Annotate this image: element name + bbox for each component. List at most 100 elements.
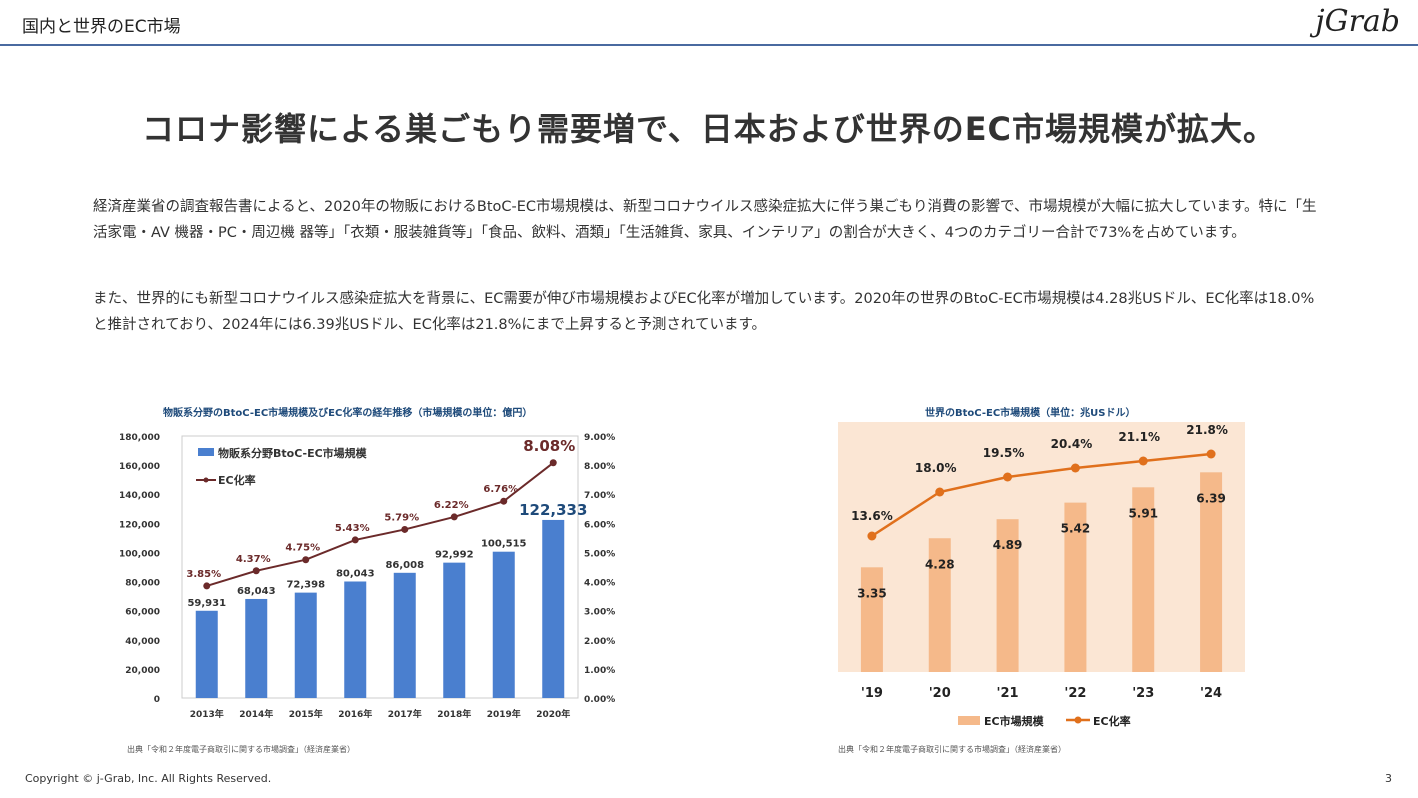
chart1-x-tick: 2017年 bbox=[388, 708, 422, 720]
chart2-line-label: 18.0% bbox=[915, 461, 957, 475]
chart1-line-label: 6.22% bbox=[434, 500, 469, 511]
chart1-x-tick: 2019年 bbox=[487, 708, 521, 720]
chart2-bar bbox=[996, 519, 1019, 672]
chart1-line-label: 6.76% bbox=[483, 484, 518, 495]
chart2-x-tick: '23 bbox=[1132, 686, 1154, 701]
copyright: Copyright © j-Grab, Inc. All Rights Rese… bbox=[25, 772, 272, 785]
chart1-legend-bar: 物販系分野BtoC-EC市場規模 bbox=[218, 446, 368, 460]
chart1-y-tick: 100,000 bbox=[119, 549, 160, 559]
chart2-source: 出典「令和２年度電子商取引に関する市場調査」（経済産業省） bbox=[838, 745, 1066, 754]
chart2-bar-label: 3.35 bbox=[857, 586, 887, 600]
chart1-x-tick: 2020年 bbox=[536, 708, 570, 720]
chart1-legend-line: EC化率 bbox=[218, 473, 256, 487]
chart2-bar-label: 5.42 bbox=[1061, 522, 1091, 536]
chart2-line-point bbox=[1070, 463, 1080, 473]
chart1-x-tick: 2015年 bbox=[289, 708, 323, 720]
chart2-plot-area bbox=[838, 422, 1245, 672]
chart1-line-label: 3.85% bbox=[186, 569, 221, 580]
chart1-legend-line-marker bbox=[203, 477, 209, 483]
chart2-bar bbox=[860, 567, 883, 672]
page-title: コロナ影響による巣ごもり需要増で、日本および世界のEC市場規模が拡大。 bbox=[141, 110, 1277, 148]
chart1-title: 物販系分野のBtoC-EC市場規模及びEC化率の経年推移（市場規模の単位：億円） bbox=[163, 408, 533, 419]
chart1-line-label: 8.08% bbox=[523, 437, 575, 455]
chart1-line-point bbox=[401, 525, 409, 533]
paragraph-domestic: 経済産業省の調査報告書によると、2020年の物販におけるBtoC-EC市場規模は… bbox=[93, 199, 1317, 241]
chart1-line-label: 5.43% bbox=[335, 523, 370, 534]
chart1-y-tick: 180,000 bbox=[119, 433, 160, 443]
chart1-line-label: 4.75% bbox=[285, 543, 320, 554]
chart2-x-tick: '21 bbox=[997, 686, 1019, 701]
chart1-bar-label: 92,992 bbox=[435, 550, 474, 561]
chart2-line-point bbox=[1138, 456, 1148, 466]
chart1-line-point bbox=[203, 582, 211, 590]
chart2-legend-bar: EC市場規模 bbox=[984, 714, 1045, 728]
chart1-bar-label: 59,931 bbox=[187, 598, 226, 609]
chart1-y-tick: 40,000 bbox=[125, 637, 160, 647]
chart2-line-point bbox=[867, 531, 877, 541]
chart1-y2-tick: 5.00% bbox=[584, 549, 615, 559]
chart2-line bbox=[871, 452, 1212, 538]
chart2-x-tick: '19 bbox=[861, 686, 883, 701]
chart1-bar-label: 86,008 bbox=[385, 560, 424, 571]
chart2-line-point bbox=[1206, 449, 1216, 459]
chart1-line-point bbox=[351, 536, 359, 544]
page-number: 3 bbox=[1385, 772, 1392, 785]
chart2-x-tick: '20 bbox=[929, 686, 951, 701]
chart1-bar-label: 68,043 bbox=[237, 586, 276, 597]
chart1-y-tick: 120,000 bbox=[119, 520, 160, 530]
chart1-line-point bbox=[500, 497, 508, 505]
chart2-line-label: 20.4% bbox=[1051, 437, 1093, 451]
chart1-bar-label: 100,515 bbox=[481, 539, 527, 550]
chart2-bar-label: 4.89 bbox=[993, 538, 1023, 552]
chart2-line-label: 21.1% bbox=[1118, 430, 1160, 444]
chart1-y-tick: 140,000 bbox=[119, 491, 160, 501]
chart1-y-tick: 0 bbox=[154, 695, 160, 705]
chart1-line-label: 4.37% bbox=[236, 554, 271, 565]
chart1-y-tick: 80,000 bbox=[125, 579, 160, 589]
chart2-line-label: 13.6% bbox=[851, 509, 893, 523]
chart2-legend-line: EC化率 bbox=[1093, 714, 1131, 728]
chart2-bar bbox=[1132, 487, 1155, 672]
chart1-bar bbox=[393, 572, 416, 698]
chart1-bar bbox=[542, 519, 565, 698]
chart2-bar-label: 6.39 bbox=[1196, 491, 1226, 505]
chart2-bar bbox=[1200, 472, 1223, 672]
chart1-x-tick: 2014年 bbox=[239, 708, 273, 720]
chart1-y2-tick: 7.00% bbox=[584, 491, 615, 501]
chart2-line-point bbox=[935, 487, 945, 497]
chart1-y-tick: 20,000 bbox=[125, 666, 160, 676]
chart1-y-tick: 60,000 bbox=[125, 608, 160, 618]
paragraph-global: また、世界的にも新型コロナウイルス感染症拡大を背景に、EC需要が伸び市場規模およ… bbox=[93, 291, 1315, 333]
chart1-source: 出典「令和２年度電子商取引に関する市場調査」（経済産業省） bbox=[127, 745, 355, 754]
chart2-legend-bar-swatch bbox=[958, 716, 980, 725]
chart2-bar bbox=[928, 538, 951, 672]
chart2-line-point bbox=[1003, 472, 1013, 482]
chart1-x-tick: 2018年 bbox=[437, 708, 471, 720]
chart1-line-point bbox=[302, 556, 310, 564]
chart1-y2-tick: 3.00% bbox=[584, 608, 615, 618]
chart2-title: 世界のBtoC-EC市場規模（単位：兆USドル） bbox=[925, 408, 1136, 419]
chart1-bar-label: 80,043 bbox=[336, 568, 375, 579]
chart1-bar-label: 122,333 bbox=[519, 501, 587, 519]
chart1-y2-tick: 9.00% bbox=[584, 433, 615, 443]
chart1-y-tick: 160,000 bbox=[119, 462, 160, 472]
chart1-bar bbox=[245, 598, 268, 698]
chart1-line bbox=[206, 461, 554, 587]
chart1-bar bbox=[443, 562, 466, 698]
chart1-legend-bar-swatch bbox=[198, 448, 214, 456]
chart2-bar bbox=[1064, 502, 1087, 672]
chart1-line-point bbox=[450, 513, 458, 521]
chart2-legend-line-marker bbox=[1074, 716, 1082, 724]
chart2-bar-label: 4.28 bbox=[925, 557, 955, 571]
chart1-x-tick: 2016年 bbox=[338, 708, 372, 720]
chart2-line-label: 19.5% bbox=[983, 446, 1025, 460]
chart1-bar bbox=[492, 551, 515, 698]
chart1-y2-tick: 0.00% bbox=[584, 695, 615, 705]
section-title: 国内と世界のEC市場 bbox=[22, 17, 181, 37]
chart2-x-tick: '24 bbox=[1200, 686, 1222, 701]
chart1-bar bbox=[294, 592, 317, 698]
chart1-x-tick: 2013年 bbox=[190, 708, 224, 720]
chart1-line-point bbox=[252, 567, 260, 575]
chart1-y2-tick: 1.00% bbox=[584, 666, 615, 676]
